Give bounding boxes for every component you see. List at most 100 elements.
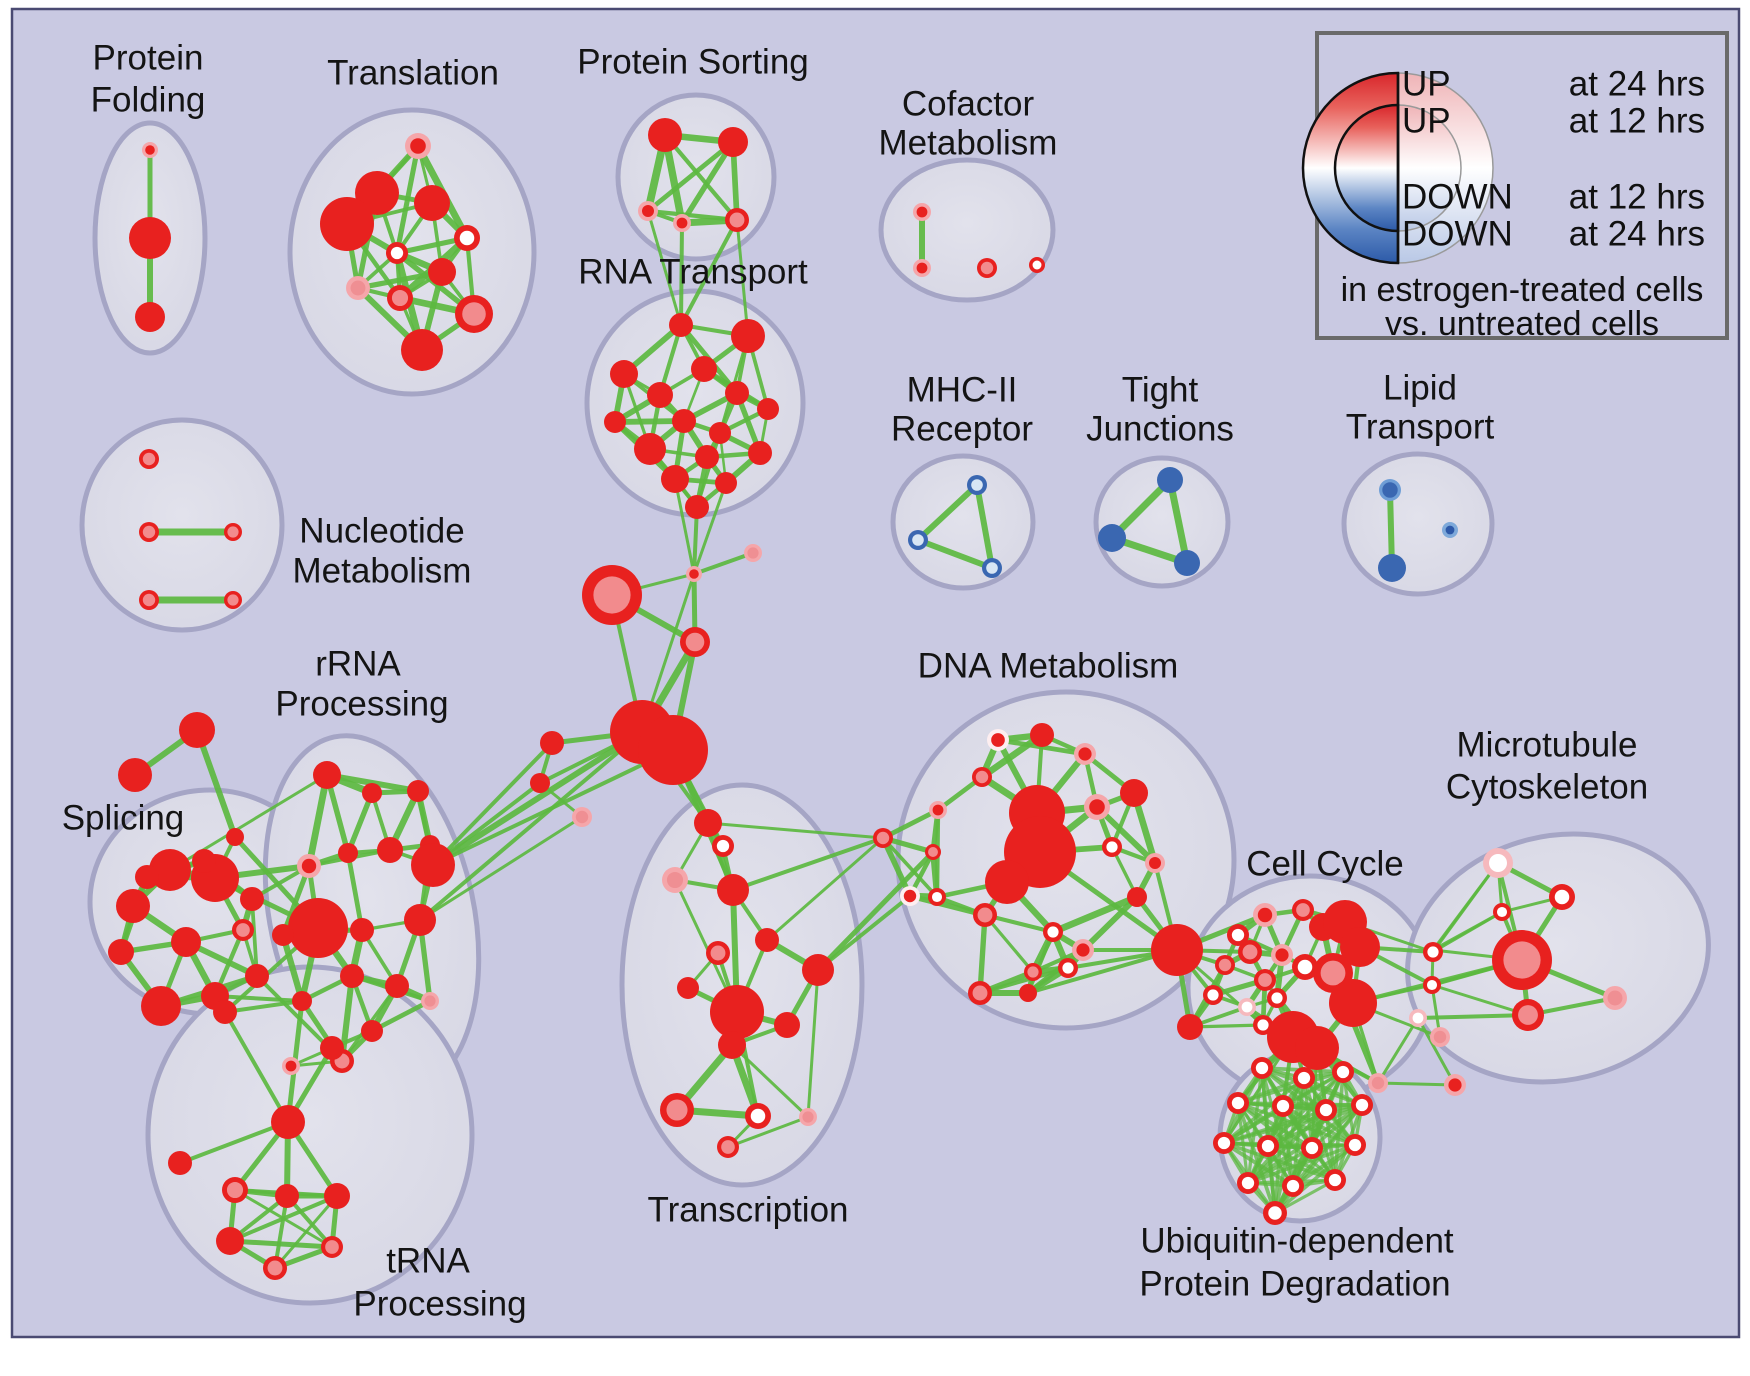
network-edge <box>418 730 644 922</box>
network-node-core <box>145 145 155 155</box>
network-node <box>757 398 779 420</box>
network-node-core <box>916 262 928 274</box>
network-node-core <box>325 1240 339 1254</box>
cluster-label-transcription: Transcription <box>648 1190 849 1229</box>
cluster-label-lipid-transport: Lipid <box>1383 368 1457 407</box>
network-node <box>985 860 1029 904</box>
network-node <box>1295 1026 1339 1070</box>
network-node <box>1030 723 1054 747</box>
network-node <box>271 1105 305 1139</box>
network-node-core <box>710 945 726 961</box>
network-node-core <box>991 733 1005 747</box>
network-node-core <box>1062 962 1074 974</box>
network-node-core <box>972 985 988 1001</box>
legend-direction-label: DOWN <box>1402 214 1513 253</box>
network-edge <box>1222 1103 1364 1145</box>
network-edge <box>228 1194 339 1243</box>
network-edge <box>418 815 584 922</box>
network-edge <box>880 807 941 841</box>
network-node-core <box>1257 1019 1269 1031</box>
network-node <box>1378 554 1406 582</box>
network-edge <box>431 741 554 867</box>
network-node-core <box>142 593 156 607</box>
network-edge <box>1166 476 1191 567</box>
network-edge <box>178 1120 290 1165</box>
network-node-core <box>350 280 366 296</box>
network-node <box>116 889 150 923</box>
network-node-core <box>1149 857 1161 869</box>
network-node <box>108 939 134 965</box>
network-node <box>755 928 779 952</box>
network-node <box>685 495 709 519</box>
network-node-core <box>716 839 730 853</box>
network-node-core <box>142 525 156 539</box>
network-edge <box>915 482 980 543</box>
network-node-core <box>1217 1136 1231 1150</box>
network-edge <box>1222 1141 1337 1182</box>
network-node <box>192 849 216 873</box>
network-node-core <box>1489 854 1507 872</box>
cluster-label-microtubule-cytoskeleton: Cytoskeleton <box>1446 767 1648 806</box>
network-node <box>1177 1014 1203 1040</box>
network-edge <box>731 836 885 892</box>
network-node <box>340 964 364 988</box>
network-node-core <box>1286 1179 1300 1193</box>
cluster-label-cofactor-metabolism: Cofactor <box>902 84 1035 123</box>
network-edge <box>345 850 365 933</box>
network-edge <box>305 771 331 870</box>
network-edge <box>1431 861 1500 954</box>
bridge-node-core <box>1448 1078 1462 1092</box>
network-node <box>288 898 348 958</box>
network-edge <box>679 218 739 327</box>
legend-time-label: at 12 hrs <box>1569 101 1705 140</box>
network-edge <box>1266 1103 1364 1148</box>
network-node-core <box>928 847 938 857</box>
network-node <box>604 411 626 433</box>
network-node-core <box>1319 1103 1333 1117</box>
network-edge <box>1094 804 1158 866</box>
network-edge <box>223 1010 290 1124</box>
network-node <box>350 918 374 942</box>
cluster-label-trna-processing: Processing <box>353 1284 526 1323</box>
cluster-label-tight-junctions: Junctions <box>1086 409 1234 448</box>
network-node-core <box>980 261 994 275</box>
network-node <box>709 422 731 444</box>
cluster-label-mhc-ii-receptor: Receptor <box>891 409 1033 448</box>
network-node-core <box>459 230 475 246</box>
network-node <box>324 1183 350 1209</box>
network-edge <box>223 999 304 1014</box>
network-edge <box>1376 1081 1457 1087</box>
network-node <box>320 197 374 251</box>
network-node-core <box>1328 1173 1342 1187</box>
network-node-core <box>1554 889 1570 905</box>
network-node-core <box>1371 1076 1385 1090</box>
network-node-core <box>1297 1071 1311 1085</box>
network-node <box>404 904 436 936</box>
network-node <box>385 974 409 998</box>
network-node-core <box>1320 960 1346 986</box>
legend-circle-pale-inner <box>1397 104 1462 232</box>
cluster-label-nucleotide-metabolism: Nucleotide <box>299 511 464 550</box>
network-edge <box>983 913 1035 974</box>
network-edge <box>881 836 939 899</box>
cluster-label-rrna-processing: Processing <box>275 684 448 723</box>
cluster-ellipse-transcription <box>619 782 865 1188</box>
network-node-core <box>729 212 745 228</box>
network-node <box>1120 779 1148 807</box>
network-node <box>748 441 772 465</box>
network-node <box>1340 927 1380 967</box>
network-node-core <box>1258 973 1272 987</box>
network-node-core <box>1076 943 1090 957</box>
network-node <box>411 843 455 887</box>
network-node <box>245 964 269 988</box>
network-node-core <box>1027 966 1039 978</box>
cluster-label-nucleotide-metabolism: Metabolism <box>293 551 472 590</box>
network-edge <box>765 836 885 942</box>
network-edge <box>915 537 995 571</box>
network-node-core <box>903 889 917 903</box>
bridge-node-core <box>1427 946 1439 958</box>
network-edge <box>726 1115 810 1149</box>
network-node-core <box>876 831 890 845</box>
network-node <box>669 313 693 337</box>
